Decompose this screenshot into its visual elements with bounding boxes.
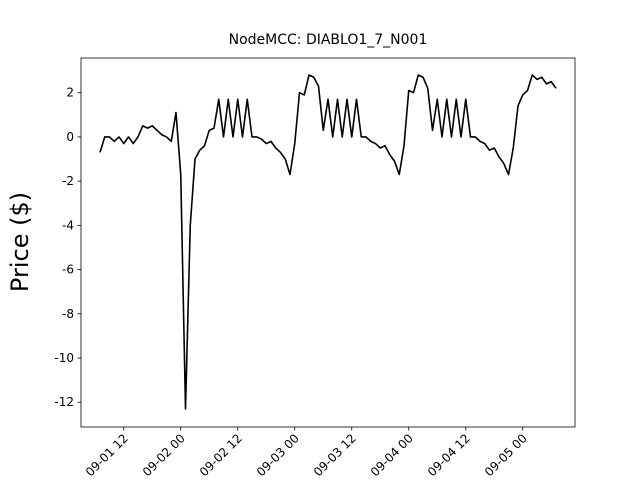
x-tick-label: 09-03 12: [311, 431, 359, 479]
x-tick-label: 09-05 00: [482, 431, 530, 479]
y-tick-label: -2: [62, 174, 74, 188]
y-axis-label: Price ($): [6, 192, 34, 292]
plot-frame: [80, 57, 576, 428]
y-tick-label: -8: [62, 307, 74, 321]
x-tick-label: 09-04 00: [368, 431, 416, 479]
price-line: [99, 74, 557, 410]
chart-title: NodeMCC: DIABLO1_7_N001: [229, 32, 428, 48]
y-tick-label: -10: [54, 351, 74, 365]
y-tick-label: 2: [66, 86, 74, 100]
y-tick-label: 0: [66, 130, 74, 144]
y-tick-label: -6: [62, 263, 74, 277]
x-tick-label: 09-03 00: [254, 431, 302, 479]
y-tick-label: -12: [54, 395, 74, 409]
x-tick-label: 09-02 00: [140, 431, 188, 479]
y-tick-label: -4: [62, 218, 74, 232]
x-tick-label: 09-01 12: [83, 431, 131, 479]
x-tick-label: 09-02 12: [197, 431, 245, 479]
x-tick-label: 09-04 12: [425, 431, 473, 479]
